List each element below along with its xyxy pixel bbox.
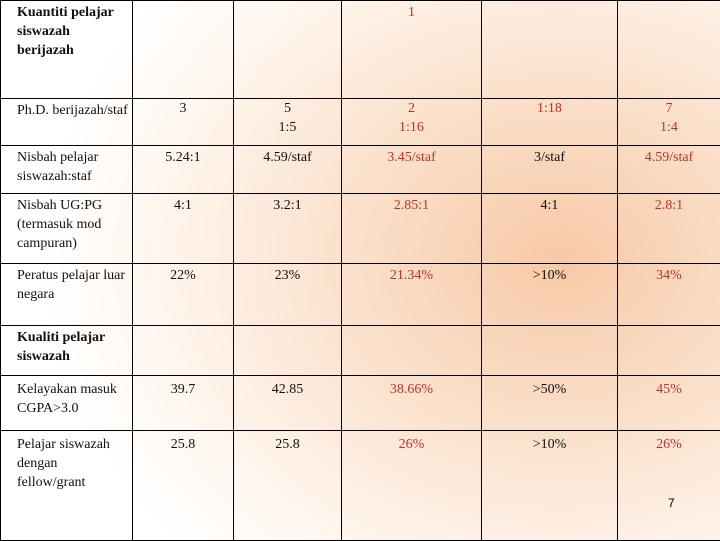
table-cell: 38.66% — [342, 376, 482, 431]
row-label: Kualiti pelajar siswazah — [1, 326, 133, 376]
table-cell: >10% — [482, 264, 618, 326]
row-label: Pelajar siswazah dengan fellow/grant — [1, 431, 133, 541]
table-cell: >50% — [482, 376, 618, 431]
table-cell: 7 1:4 — [618, 99, 720, 146]
table-cell: 4.59/staf — [618, 146, 720, 194]
table-cell: 21.34% — [342, 264, 482, 326]
table-cell — [482, 326, 618, 376]
table-cell: 5.24:1 — [133, 146, 234, 194]
table-cell — [133, 1, 234, 99]
table-cell: 22% — [133, 264, 234, 326]
table-cell: 3.2:1 — [234, 194, 342, 264]
table-cell: 1:18 — [482, 99, 618, 146]
table-cell — [482, 1, 618, 99]
table-cell — [133, 326, 234, 376]
table-cell: 26% — [618, 431, 720, 541]
table-cell: 39.7 — [133, 376, 234, 431]
table-cell — [618, 1, 720, 99]
row-label: Peratus pelajar luar negara — [1, 264, 133, 326]
table-cell: 42.85 — [234, 376, 342, 431]
table-cell: 1 — [342, 1, 482, 99]
row-label: Ph.D. berijazah/staf — [1, 99, 133, 146]
table-cell — [618, 326, 720, 376]
table-cell: 5 1:5 — [234, 99, 342, 146]
table-cell — [342, 326, 482, 376]
table-cell: 3.45/staf — [342, 146, 482, 194]
row-label: Kelayakan masuk CGPA>3.0 — [1, 376, 133, 431]
page-number: 7 — [668, 496, 675, 510]
table-cell: 3 — [133, 99, 234, 146]
table-row: Kuantiti pelajar siswazah berijazah 1 — [1, 1, 720, 99]
table-cell — [234, 326, 342, 376]
table-cell: 4.59/staf — [234, 146, 342, 194]
table-cell: 4:1 — [133, 194, 234, 264]
table-cell: 2.85:1 — [342, 194, 482, 264]
table-cell: 3/staf — [482, 146, 618, 194]
row-label: Kuantiti pelajar siswazah berijazah — [1, 1, 133, 99]
table-cell: 4:1 — [482, 194, 618, 264]
table-cell: 45% — [618, 376, 720, 431]
table-cell: >10% — [482, 431, 618, 541]
table-cell: 25.8 — [234, 431, 342, 541]
table-cell: 2 1:16 — [342, 99, 482, 146]
row-label: Nisbah UG:PG (termasuk mod campuran) — [1, 194, 133, 264]
table-cell — [234, 1, 342, 99]
row-label: Nisbah pelajar siswazah:staf — [1, 146, 133, 194]
table-cell: 25.8 — [133, 431, 234, 541]
table-cell: 23% — [234, 264, 342, 326]
table-cell: 34% — [618, 264, 720, 326]
table-row: Kualiti pelajar siswazah — [1, 326, 720, 376]
table-cell: 26% — [342, 431, 482, 541]
table-cell: 2.8:1 — [618, 194, 720, 264]
